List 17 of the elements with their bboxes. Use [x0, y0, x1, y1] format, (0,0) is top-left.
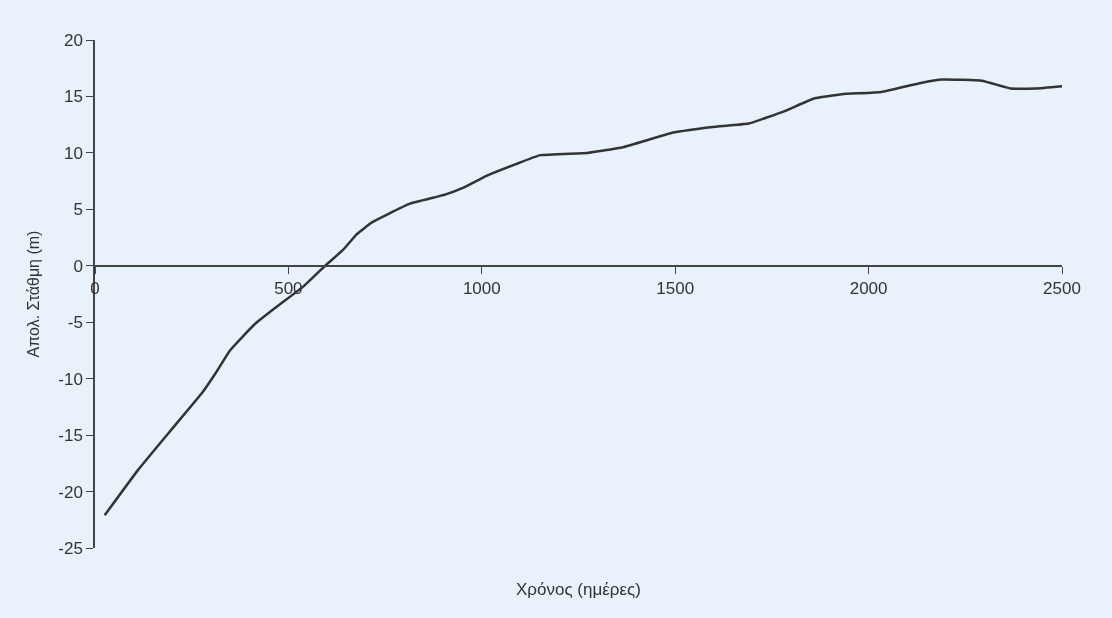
x-tick-label: 1500	[656, 278, 695, 298]
x-tick-label: 500	[274, 278, 303, 298]
y-axis-title: Απολ. Στάθμη (m)	[24, 230, 42, 358]
x-axis-title: Χρόνος (ημέρες)	[516, 580, 641, 599]
y-tick-label: 0	[73, 256, 83, 276]
x-tick-label: 2500	[1043, 278, 1081, 298]
y-tick-label: -5	[67, 313, 83, 333]
y-tick-label: 5	[73, 200, 83, 220]
y-tick-label: -10	[58, 369, 83, 389]
x-tick-label: 2000	[849, 278, 888, 298]
y-tick-label: -25	[58, 538, 83, 558]
y-tick-label: 10	[63, 143, 83, 163]
y-tick-label: -15	[58, 426, 83, 446]
y-tick-label: -20	[58, 482, 83, 502]
y-tick-label: 20	[63, 30, 83, 50]
y-tick-label: 15	[63, 87, 83, 107]
x-tick-label: 1000	[462, 278, 501, 298]
